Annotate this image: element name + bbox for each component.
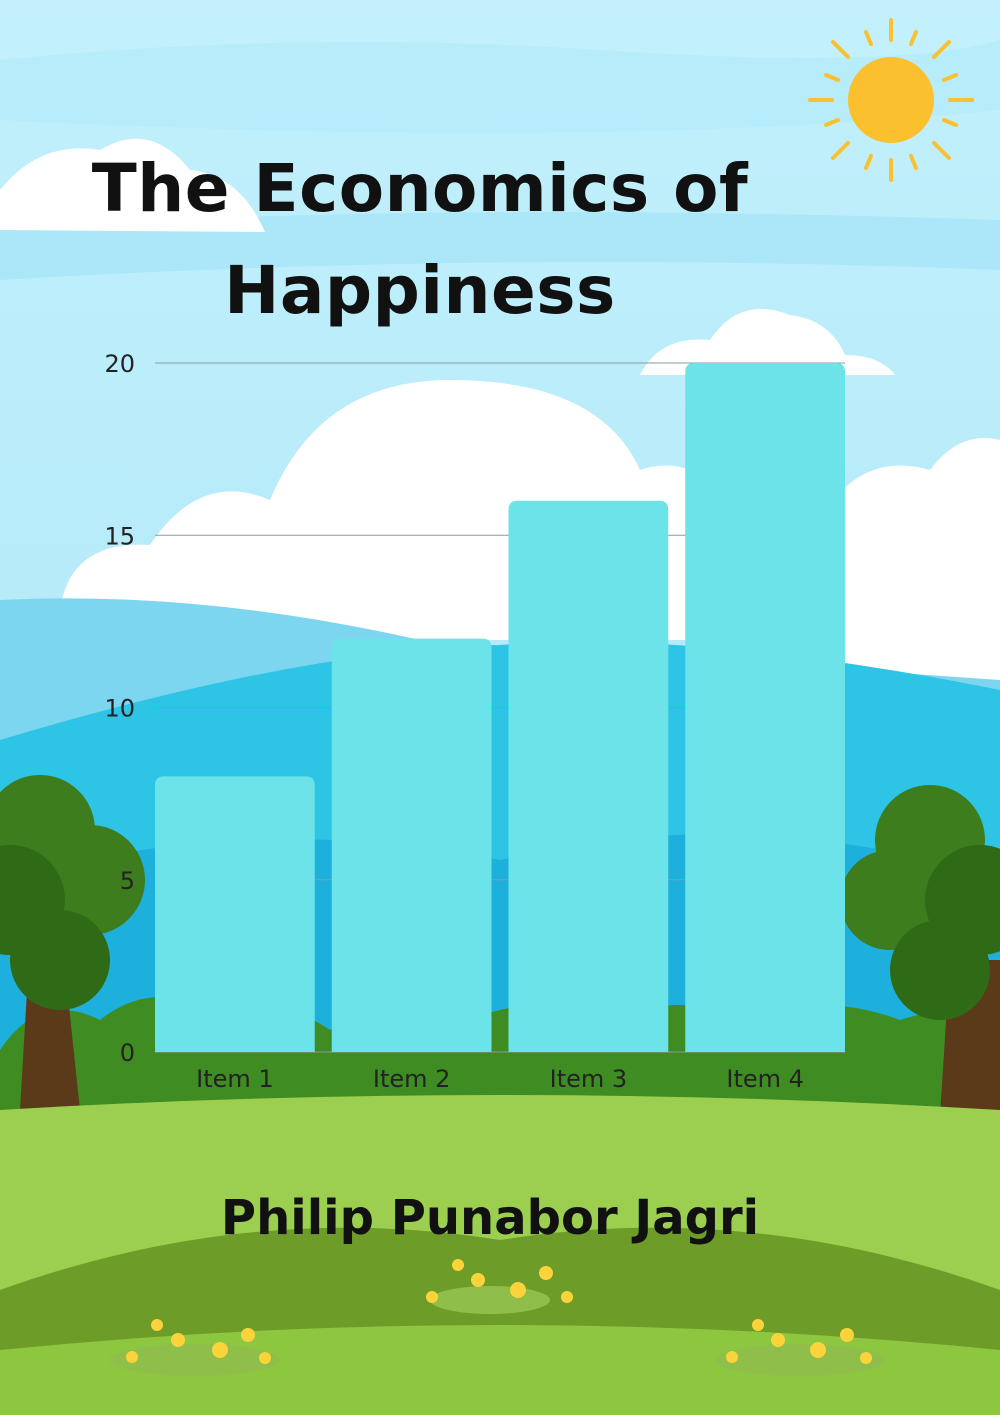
author-name: Philip Punabor Jagri — [220, 1190, 760, 1246]
y-tick-label: 15 — [104, 522, 135, 550]
x-tick-label: Item 4 — [726, 1065, 804, 1093]
y-tick-label: 0 — [120, 1039, 135, 1067]
y-tick-label: 20 — [104, 350, 135, 378]
x-tick-label: Item 1 — [196, 1065, 274, 1093]
flowers — [126, 1259, 872, 1364]
bar-item-3 — [508, 500, 669, 1052]
y-tick-label: 5 — [120, 867, 135, 895]
sun-icon — [808, 18, 974, 182]
tree-left — [0, 775, 145, 1110]
bar-item-2 — [331, 638, 492, 1052]
tree-right — [840, 785, 1000, 1115]
x-tick-label: Item 2 — [373, 1065, 451, 1093]
bar-item-1 — [155, 776, 315, 1052]
y-tick-label: 10 — [104, 695, 135, 723]
title-line-1: The Economics of — [91, 150, 749, 227]
title-line-2: Happiness — [224, 252, 616, 329]
x-tick-label: Item 3 — [550, 1065, 628, 1093]
bar-item-4 — [685, 363, 845, 1052]
